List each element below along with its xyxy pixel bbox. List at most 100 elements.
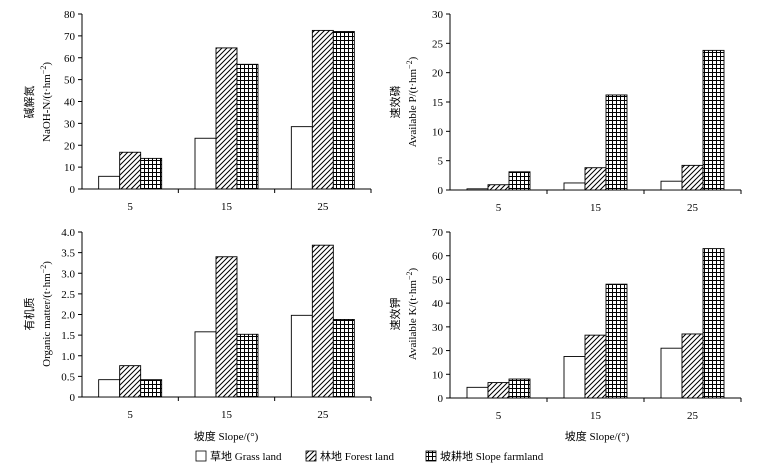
y-tick-label-organic: 2.0 <box>61 310 75 322</box>
bar-nitrogen-farm-25 <box>332 31 355 190</box>
bar-organic-farm-5 <box>140 379 163 398</box>
ylabel-cn-nitrogen: 碱解氮 <box>22 86 36 119</box>
chart-nitrogen: 碱解氮 NaOH-N/(t·hm−2) 0 10 20 30 40 50 60 70 80 5 15… <box>22 9 372 213</box>
legend-label-forest: 林地 Forest land <box>320 449 394 463</box>
bar-potassium-farm-5 <box>508 378 531 399</box>
ylabel-en-nitrogen: NaOH-N/(t·hm−2) <box>39 62 53 142</box>
ylabel-cn-organic: 有机质 <box>22 298 36 331</box>
bar-nitrogen-grass-5 <box>98 175 121 190</box>
bar-phosphorus-forest-25 <box>681 164 704 191</box>
bar-nitrogen-grass-25 <box>290 126 313 190</box>
chart-organic: 有机质 Organic matter/(t·hm−2) 0 0.5 1.0 1.5 2.… <box>22 227 372 421</box>
y-tick-label-nitrogen: 50 <box>64 75 76 87</box>
y-tick-label-nitrogen: 20 <box>64 140 76 152</box>
y-tick-label-phosphorus: 15 <box>432 97 444 109</box>
y-tick-label-phosphorus: 20 <box>432 68 444 80</box>
bar-phosphorus-grass-5 <box>466 188 489 191</box>
bar-potassium-forest-5 <box>487 382 510 399</box>
legend-swatch-grass <box>195 450 207 462</box>
y-tick-label-organic: 2.5 <box>61 289 75 301</box>
y-tick-label-potassium: 10 <box>432 369 444 381</box>
x-tick-label-organic: 15 <box>221 409 233 421</box>
x-tick-label-phosphorus: 15 <box>590 202 602 214</box>
ylabel-cn-phosphorus: 速效磷 <box>388 86 402 119</box>
legend-label-farm: 坡耕地 Slope farmland <box>440 449 544 463</box>
bar-nitrogen-forest-5 <box>119 151 142 190</box>
chart-potassium: 速效钾 Available K/(t·hm−2) 0 10 20 30 40 50 60 70… <box>388 227 742 422</box>
x-tick-label-nitrogen: 5 <box>127 201 133 213</box>
bar-potassium-farm-15 <box>605 283 628 399</box>
legend-label-grass: 草地 Grass land <box>210 450 282 463</box>
y-tick-label-nitrogen: 10 <box>64 162 76 174</box>
chart-phosphorus: 速效磷 Available P/(t·hm−2) 0 5 10 15 20 25 30 5 15… <box>388 9 742 214</box>
y-tick-label-potassium: 70 <box>432 227 444 239</box>
y-tick-label-organic: 0.5 <box>61 371 75 383</box>
bar-potassium-grass-5 <box>466 386 489 399</box>
y-tick-label-organic: 1.0 <box>61 351 75 363</box>
bar-phosphorus-forest-5 <box>487 184 510 191</box>
y-tick-label-potassium: 30 <box>432 322 444 334</box>
bar-nitrogen-forest-15 <box>215 47 238 190</box>
bar-phosphorus-farm-15 <box>605 94 628 191</box>
x-tick-label-potassium: 25 <box>687 410 699 422</box>
y-tick-label-nitrogen: 30 <box>64 118 76 130</box>
x-tick-label-phosphorus: 25 <box>687 202 699 214</box>
bar-phosphorus-grass-25 <box>660 180 683 191</box>
bar-organic-grass-25 <box>290 314 313 398</box>
bar-organic-forest-15 <box>215 256 238 398</box>
y-tick-label-phosphorus: 30 <box>432 9 444 21</box>
x-tick-label-organic: 5 <box>127 409 133 421</box>
y-tick-label-phosphorus: 0 <box>438 185 444 197</box>
legend-swatch-forest <box>305 450 317 462</box>
bar-organic-farm-15 <box>236 333 259 398</box>
bar-nitrogen-farm-5 <box>140 157 163 190</box>
bar-potassium-farm-25 <box>702 248 725 399</box>
x-tick-label-potassium: 15 <box>590 410 602 422</box>
bar-organic-forest-5 <box>119 365 142 398</box>
y-tick-label-organic: 3.0 <box>61 268 75 280</box>
xlabel-right: 坡度 Slope/(°) <box>565 429 630 443</box>
legend-swatch-farm <box>425 450 437 462</box>
y-tick-label-potassium: 60 <box>432 251 444 263</box>
y-tick-label-organic: 3.5 <box>61 248 75 260</box>
y-tick-label-nitrogen: 40 <box>64 97 76 109</box>
bar-phosphorus-farm-25 <box>702 49 725 191</box>
y-tick-label-organic: 1.5 <box>61 330 75 342</box>
y-tick-label-potassium: 20 <box>432 346 444 358</box>
x-tick-label-potassium: 5 <box>496 410 502 422</box>
bar-nitrogen-grass-15 <box>194 137 217 190</box>
bar-phosphorus-forest-15 <box>584 167 607 191</box>
bar-organic-forest-25 <box>311 244 334 398</box>
bar-phosphorus-grass-15 <box>563 182 586 191</box>
ylabel-en-potassium: Available K/(t·hm−2) <box>405 268 419 361</box>
bar-organic-farm-25 <box>332 319 355 398</box>
y-tick-label-potassium: 50 <box>432 274 444 286</box>
y-tick-label-potassium: 0 <box>438 393 444 405</box>
y-tick-label-phosphorus: 10 <box>432 126 444 138</box>
bar-nitrogen-forest-25 <box>311 29 334 190</box>
y-tick-label-phosphorus: 5 <box>438 156 444 168</box>
y-tick-label-potassium: 40 <box>432 298 444 310</box>
bar-phosphorus-farm-5 <box>508 171 531 191</box>
bar-potassium-grass-25 <box>660 347 683 399</box>
y-tick-label-phosphorus: 25 <box>432 38 444 50</box>
ylabel-cn-potassium: 速效钾 <box>388 298 402 331</box>
bar-organic-grass-5 <box>98 379 121 398</box>
x-tick-label-nitrogen: 15 <box>221 201 233 213</box>
x-tick-label-phosphorus: 5 <box>496 202 502 214</box>
x-tick-label-organic: 25 <box>317 409 329 421</box>
bar-potassium-grass-15 <box>563 356 586 399</box>
y-tick-label-nitrogen: 0 <box>70 184 76 196</box>
bar-nitrogen-farm-15 <box>236 63 259 190</box>
y-tick-label-nitrogen: 80 <box>64 9 76 21</box>
y-tick-label-organic: 4.0 <box>61 227 75 239</box>
y-tick-label-nitrogen: 60 <box>64 53 76 65</box>
ylabel-en-phosphorus: Available P/(t·hm−2) <box>405 56 419 147</box>
bar-organic-grass-15 <box>194 331 217 398</box>
y-tick-label-organic: 0 <box>70 392 76 404</box>
xlabel-left: 坡度 Slope/(°) <box>194 429 259 443</box>
bar-potassium-forest-25 <box>681 333 704 399</box>
ylabel-en-organic: Organic matter/(t·hm−2) <box>39 261 53 367</box>
y-tick-label-nitrogen: 70 <box>64 31 76 43</box>
